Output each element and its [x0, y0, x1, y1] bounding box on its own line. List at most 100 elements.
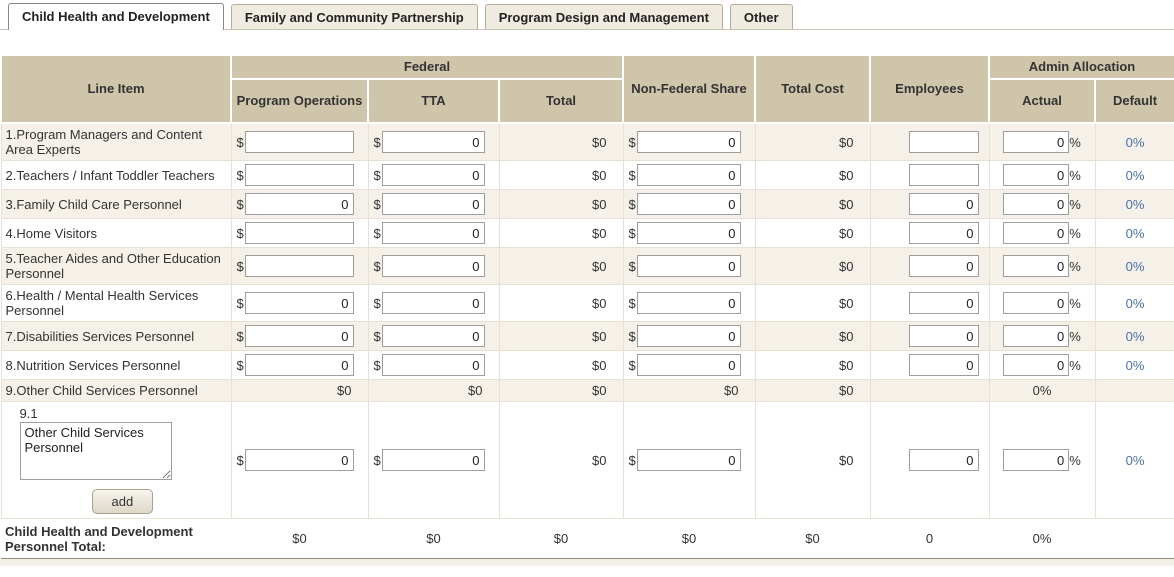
bottom-strip [0, 559, 1174, 566]
line-item-cell: 8.Nutrition Services Personnel [0, 350, 232, 380]
dollar-sign-label: $ [628, 357, 636, 373]
dollar-sign-label: $ [236, 328, 244, 344]
admin-actual-cell: % [988, 321, 1096, 351]
non-federal-share-input[interactable] [636, 354, 741, 376]
admin-actual-input[interactable] [1003, 131, 1070, 153]
admin-default-default-value[interactable]: 0% [1094, 321, 1174, 351]
admin-actual-input[interactable] [1003, 325, 1070, 347]
tab-child-health-and-development[interactable]: Child Health and Development [8, 3, 224, 30]
program-operations-input[interactable] [244, 354, 354, 376]
total-total-cost: $0 [755, 518, 870, 559]
program-operations-input[interactable] [244, 255, 354, 277]
admin-actual-input[interactable] [1003, 354, 1070, 376]
admin-default-default-value[interactable]: 0% [1094, 284, 1174, 322]
admin-default-default-value[interactable]: 0% [1094, 350, 1174, 380]
admin-actual-input[interactable] [1003, 292, 1070, 314]
employees-input[interactable] [908, 449, 979, 471]
tab-other[interactable]: Other [729, 4, 793, 29]
line-item-label: 5.Teacher Aides and Other Education Pers… [5, 251, 221, 281]
non-federal-share-input[interactable] [636, 292, 741, 314]
employees-input[interactable] [908, 354, 979, 376]
tta-input[interactable] [381, 354, 485, 376]
admin-actual-input[interactable] [1003, 164, 1070, 186]
col-header-employees: Employees [869, 54, 990, 124]
line-item-label: 9.Other Child Services Personnel [5, 383, 198, 398]
total-cost-value: $0 [754, 284, 871, 322]
dollar-sign-label: $ [236, 357, 244, 373]
employees-input[interactable] [908, 222, 979, 244]
federal-total-value: $0 [498, 379, 624, 402]
employees-input[interactable] [908, 255, 979, 277]
percent-sign-label: % [1069, 134, 1081, 150]
admin-default-default-value[interactable]: 0% [1094, 401, 1174, 519]
non-federal-share-input[interactable] [636, 222, 741, 244]
admin-actual-cell: % [988, 218, 1096, 248]
table-row: 8.Nutrition Services Personnel$$$0$$0%0% [0, 350, 1174, 380]
total-cost-value: $0 [754, 247, 871, 285]
admin-actual-cell: % [988, 160, 1096, 190]
program-operations-input[interactable] [244, 292, 354, 314]
col-header-admin-allocation: Admin Allocation [988, 54, 1174, 80]
non-federal-share-input[interactable] [636, 131, 741, 153]
employees-cell [869, 218, 990, 248]
employees-cell [869, 122, 990, 161]
program-operations-input[interactable] [244, 449, 354, 471]
other-personnel-description-textarea[interactable]: Other Child Services Personnel [19, 422, 172, 480]
tta-input[interactable] [381, 131, 485, 153]
line-item-label: 3.Family Child Care Personnel [5, 196, 182, 212]
admin-default-default-value[interactable]: 0% [1094, 189, 1174, 219]
admin-actual-input[interactable] [1003, 193, 1070, 215]
dollar-sign-label: $ [373, 225, 381, 241]
program-operations-input[interactable] [244, 222, 354, 244]
col-header-non-federal-share: Non-Federal Share [622, 54, 756, 124]
non-federal-share-input[interactable] [636, 449, 741, 471]
program-operations-input[interactable] [244, 193, 354, 215]
tta-input[interactable] [381, 193, 485, 215]
tta-input[interactable] [381, 164, 485, 186]
non-federal-share-input[interactable] [636, 164, 741, 186]
non-federal-share-cell: $ [622, 284, 756, 322]
total-tta: $0 [368, 518, 499, 559]
tta-input[interactable] [381, 222, 485, 244]
non-federal-share-cell: $ [622, 122, 756, 161]
table-row: 3.Family Child Care Personnel$$$0$$0%0% [0, 189, 1174, 219]
admin-default-default-value[interactable]: 0% [1094, 218, 1174, 248]
dollar-sign-label: $ [373, 328, 381, 344]
tta-input[interactable] [381, 449, 485, 471]
employees-cell [869, 284, 990, 322]
tab-program-design-and-management[interactable]: Program Design and Management [484, 4, 723, 29]
admin-default-default-value[interactable]: 0% [1094, 160, 1174, 190]
admin-actual-input[interactable] [1003, 255, 1070, 277]
employees-input[interactable] [908, 131, 979, 153]
admin-actual-cell: % [988, 350, 1096, 380]
tta-cell: $ [367, 350, 500, 380]
non-federal-share-input[interactable] [636, 193, 741, 215]
program-operations-input[interactable] [244, 164, 354, 186]
program-operations-input[interactable] [244, 131, 354, 153]
non-federal-share-input[interactable] [636, 325, 741, 347]
tab-family-and-community-partnership[interactable]: Family and Community Partnership [230, 4, 478, 29]
employees-input[interactable] [908, 193, 979, 215]
tta-input[interactable] [381, 325, 485, 347]
total-row-label: Child Health and Development Personnel T… [1, 518, 231, 559]
employees-input[interactable] [908, 164, 979, 186]
admin-actual-input[interactable] [1003, 449, 1070, 471]
program-operations-cell: $ [230, 189, 369, 219]
admin-default-default-value[interactable]: 0% [1094, 247, 1174, 285]
col-header-admin-actual: Actual [988, 78, 1096, 124]
employees-input[interactable] [908, 325, 979, 347]
tta-input[interactable] [381, 255, 485, 277]
program-operations-input[interactable] [244, 325, 354, 347]
program-operations-cell: $ [230, 160, 369, 190]
admin-actual-input[interactable] [1003, 222, 1070, 244]
non-federal-share-input[interactable] [636, 255, 741, 277]
employees-cell [869, 160, 990, 190]
col-header-program-operations: Program Operations [230, 78, 369, 124]
dollar-sign-label: $ [373, 167, 381, 183]
admin-default-default-value[interactable]: 0% [1094, 122, 1174, 161]
employees-input[interactable] [908, 292, 979, 314]
add-row-button[interactable]: add [91, 489, 154, 514]
total-non-federal-share: $0 [623, 518, 755, 559]
tta-input[interactable] [381, 292, 485, 314]
total-cost-value: $0 [754, 350, 871, 380]
